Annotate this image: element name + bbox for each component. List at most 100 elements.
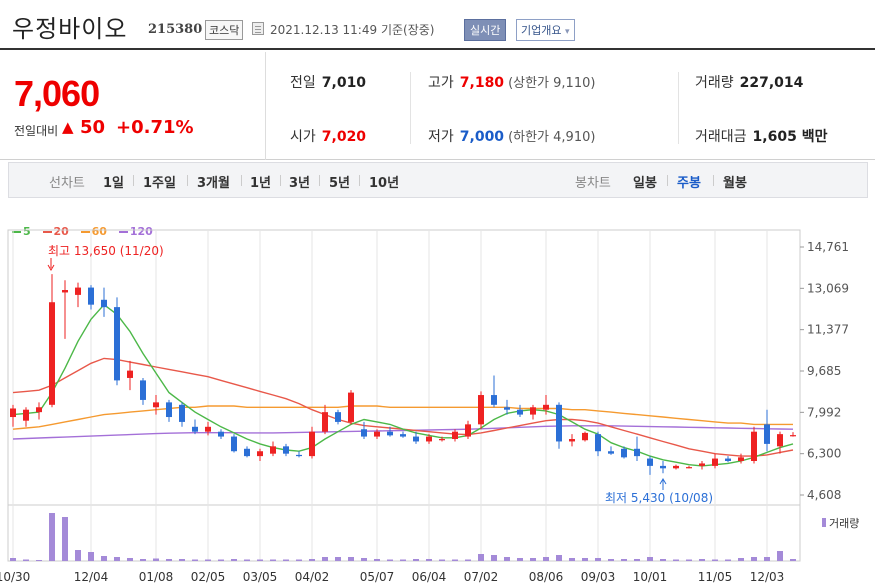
volume-bar xyxy=(660,559,666,561)
candle-weekly[interactable]: 주봉 xyxy=(677,176,701,191)
stat-value: 7,000 xyxy=(459,129,505,145)
volume-bar xyxy=(114,557,120,561)
change-percent: +0.71% xyxy=(116,117,194,138)
volume-bar xyxy=(790,559,796,561)
y-tick-label: 14,761 xyxy=(807,240,849,254)
candle-body xyxy=(621,448,627,458)
candle-body xyxy=(556,404,562,442)
x-tick-label: 05/07 xyxy=(360,570,395,584)
divider xyxy=(678,72,679,144)
y-tick-label: 9,685 xyxy=(807,364,841,378)
volume-bar xyxy=(309,559,315,561)
stat-volume: 거래량 227,014 xyxy=(695,72,803,92)
volume-bar xyxy=(608,559,614,561)
candle-body xyxy=(283,446,289,454)
volume-bar xyxy=(595,558,601,561)
volume-bar xyxy=(244,559,250,561)
stat-value: 227,014 xyxy=(739,75,804,91)
candle-body xyxy=(231,436,237,452)
divider xyxy=(319,175,320,186)
candle-body xyxy=(608,451,614,454)
candle-body xyxy=(62,290,68,293)
volume-bar xyxy=(296,559,302,561)
volume-bar xyxy=(88,552,94,561)
volume-bar xyxy=(413,559,419,561)
datetime-value: 2021.12.13 11:49 xyxy=(270,23,378,37)
legend-ma20-label: 20 xyxy=(53,225,69,238)
stat-label: 시가 xyxy=(290,129,316,145)
candle-body xyxy=(517,409,523,415)
candle-body xyxy=(374,431,380,437)
period-1d[interactable]: 1일 xyxy=(103,176,125,191)
candle-body xyxy=(439,439,445,441)
volume-bar xyxy=(153,558,159,561)
volume-bar xyxy=(764,557,770,561)
period-1w[interactable]: 1주일 xyxy=(143,176,176,191)
stat-high: 고가 7,180 (상한가 9,110) xyxy=(428,72,595,92)
candle-body xyxy=(673,465,679,469)
volume-bar xyxy=(465,559,471,561)
stock-header: 우정바이오 215380 코스닥 2021.12.13 11:49 기준(장중)… xyxy=(0,0,875,50)
stat-low: 저가 7,000 (하한가 4,910) xyxy=(428,126,595,146)
annotation-low-arrowhead xyxy=(659,478,667,485)
volume-bar xyxy=(23,559,29,561)
candle-body xyxy=(764,424,770,444)
volume-legend-label: 거래량 xyxy=(829,517,859,530)
volume-bar xyxy=(426,559,432,561)
volume-bar xyxy=(348,557,354,561)
period-1y[interactable]: 1년 xyxy=(250,176,272,191)
change-label: 전일대비 xyxy=(14,124,59,138)
y-tick-label: 4,608 xyxy=(807,488,841,502)
volume-bar xyxy=(283,559,289,561)
candle-daily[interactable]: 일봉 xyxy=(633,176,657,191)
volume-bar xyxy=(712,559,718,561)
volume-bar xyxy=(452,559,458,561)
divider xyxy=(280,175,281,186)
legend-ma5-label: 5 xyxy=(23,225,31,238)
period-10y[interactable]: 10년 xyxy=(369,176,400,191)
x-tick-label: 12/04 xyxy=(74,570,109,584)
candle-body xyxy=(491,395,497,405)
candle-body xyxy=(634,448,640,457)
volume-bar xyxy=(634,559,640,561)
candle-body xyxy=(179,404,185,422)
current-price-box: 7,060 전일대비 ▲ 50 +0.71% xyxy=(0,52,266,160)
candle-monthly[interactable]: 월봉 xyxy=(723,176,747,191)
candle-body xyxy=(49,302,55,405)
volume-bar xyxy=(270,559,276,561)
overview-label: 기업개요 xyxy=(521,24,562,37)
volume-bar xyxy=(166,559,172,561)
candle-body xyxy=(686,467,692,469)
candle-body xyxy=(88,287,94,305)
volume-legend-swatch xyxy=(822,518,826,527)
x-tick-label: 04/02 xyxy=(295,570,330,584)
stat-prev-close: 전일 7,010 xyxy=(290,72,366,92)
current-price: 7,060 xyxy=(14,73,100,114)
candle-body xyxy=(699,463,705,466)
volume-bar xyxy=(582,558,588,561)
volume-bar xyxy=(205,559,211,561)
stat-value: 1,605 백만 xyxy=(752,129,828,145)
legend-ma120-label: 120 xyxy=(129,225,153,238)
candle-body xyxy=(127,370,133,378)
stock-code: 215380 xyxy=(148,22,203,37)
divider xyxy=(667,175,668,186)
candle-body xyxy=(140,380,146,400)
candle-body xyxy=(101,299,107,308)
volume-bar xyxy=(231,559,237,561)
volume-bar xyxy=(530,558,536,561)
divider xyxy=(713,175,714,186)
candle-body xyxy=(413,436,419,442)
stat-label: 저가 xyxy=(428,129,454,145)
period-5y[interactable]: 5년 xyxy=(329,176,351,191)
lower-limit: (하한가 4,910) xyxy=(508,130,596,145)
candle-body xyxy=(153,402,159,408)
period-3m[interactable]: 3개월 xyxy=(197,176,230,191)
realtime-button[interactable]: 실시간 xyxy=(464,19,507,41)
up-arrow-icon: ▲ xyxy=(62,118,74,136)
annotation-high: 최고 13,650 (11/20) xyxy=(48,244,164,258)
candle-body xyxy=(244,448,250,457)
company-overview-dropdown[interactable]: 기업개요 ▾ xyxy=(516,19,575,41)
period-3y[interactable]: 3년 xyxy=(289,176,311,191)
x-tick-label: 09/03 xyxy=(581,570,616,584)
